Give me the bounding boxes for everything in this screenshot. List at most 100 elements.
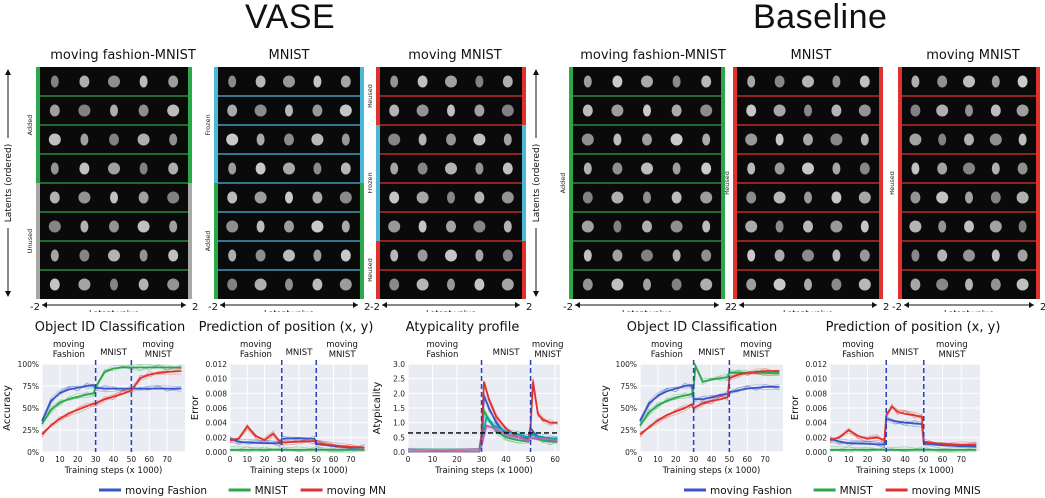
legend-label: moving Fashion [125, 485, 207, 497]
x-tick-label: 60 [938, 455, 948, 464]
latent-cell [803, 133, 813, 146]
latent-cell [227, 104, 238, 117]
latent-cell [390, 249, 399, 262]
latent-cell [612, 162, 623, 175]
latent-cell [49, 278, 60, 291]
phase-label: moving Fashion [842, 340, 874, 360]
phase-label: moving MNIST [142, 340, 174, 360]
latent-cell [312, 191, 323, 204]
x-tick-label: 20 [863, 455, 873, 464]
section-bar-left [36, 67, 40, 183]
latent-cell [802, 75, 814, 88]
latent-cell [909, 133, 922, 146]
latent-cell [167, 104, 180, 117]
y-tick-label: 25% [620, 426, 637, 435]
y-axis-label: Accuracy [2, 385, 13, 431]
series-line [829, 417, 977, 447]
x-tick-label: 30 [881, 455, 891, 464]
latent-cell [447, 104, 455, 117]
y-tick-label: 0.000 [806, 448, 828, 457]
latent-cell [226, 133, 239, 146]
legend-label: moving Fashion [710, 485, 792, 497]
latent-cell [804, 191, 812, 204]
section-bar-right [721, 67, 725, 299]
latent-axis-label: Latent value [426, 309, 476, 312]
latent-cell [641, 162, 653, 175]
y-tick-label: 100% [616, 360, 637, 369]
latent-cell [284, 133, 294, 146]
latent-min-label: -2 [208, 302, 218, 312]
y-tick-label: 50% [22, 404, 39, 413]
latent-cell [832, 162, 841, 175]
y-tick-label: 1.5 [393, 404, 405, 413]
section-label: Added [559, 173, 567, 194]
section-bar-left [214, 183, 218, 299]
latent-cell [1016, 278, 1029, 291]
phase-label: moving MNIST [936, 340, 968, 360]
x-tick-label: 20 [671, 455, 681, 464]
latent-cell [416, 104, 429, 117]
x-tick-label: 40 [707, 455, 717, 464]
x-tick-label: 50 [311, 455, 321, 464]
latent-cell [255, 162, 266, 175]
phase-label: moving MNIST [740, 340, 772, 360]
latent-cell [775, 133, 784, 146]
y-tick-label: 0.010 [206, 375, 228, 384]
latent-cell [50, 75, 59, 88]
latent-cell [963, 249, 975, 262]
y-tick-label: 50% [620, 404, 637, 413]
x-tick-label: 0 [228, 455, 233, 464]
latent-cell [910, 191, 921, 204]
series-run-line [41, 385, 182, 425]
latent-cell [773, 191, 786, 204]
section-label: Added [205, 231, 212, 252]
arrow-right-icon [515, 302, 520, 308]
latent-cell [108, 75, 120, 88]
latent-cell [110, 104, 118, 117]
latent-cell [831, 104, 842, 117]
x-axis-label: Training steps (x 1000) [64, 466, 163, 476]
latent-cell [936, 278, 949, 291]
y-tick-label: 75% [620, 382, 637, 391]
y-tick-label: 0.012 [206, 360, 228, 369]
latent-cell [475, 249, 484, 262]
latent-cell [49, 191, 60, 204]
latent-min-label: -2 [563, 302, 573, 312]
x-tick-label: 50 [919, 455, 929, 464]
latent-cell [1017, 249, 1028, 262]
y-tick-label: 0.002 [206, 433, 228, 442]
latent-cell [501, 191, 514, 204]
section-bar-right [188, 67, 192, 183]
arrow-down-icon [5, 291, 11, 297]
latent-cell [830, 220, 843, 233]
arrow-right-icon [1029, 302, 1034, 308]
phase-label: moving Fashion [651, 340, 683, 360]
arrow-up-icon [533, 69, 539, 75]
latent-cell [641, 75, 653, 88]
series-run-line [41, 368, 182, 433]
x-tick-label: 20 [73, 455, 83, 464]
series-run-line [829, 446, 977, 453]
series-line [639, 384, 780, 422]
section-bar-left [36, 183, 40, 299]
latent-cell [389, 104, 400, 117]
latent-cell [858, 191, 871, 204]
latent-cell [964, 133, 974, 146]
arrow-left-icon [575, 302, 580, 308]
latent-cell [228, 75, 237, 88]
latent-cell [168, 162, 179, 175]
latent-cell [859, 162, 870, 175]
x-tick-label: 30 [689, 455, 699, 464]
latent-cell [79, 249, 90, 262]
series-line [408, 424, 558, 453]
latent-cell [859, 249, 870, 262]
section-bar-right [188, 183, 192, 299]
latent-axis-label: Latent value [783, 309, 833, 312]
latent-cell [285, 278, 293, 291]
series-line [639, 370, 780, 436]
latent-cell [802, 162, 814, 175]
latent-cell [963, 75, 975, 88]
x-tick-label: 70 [346, 455, 356, 464]
latent-cell [582, 191, 593, 204]
latent-cell [285, 191, 293, 204]
